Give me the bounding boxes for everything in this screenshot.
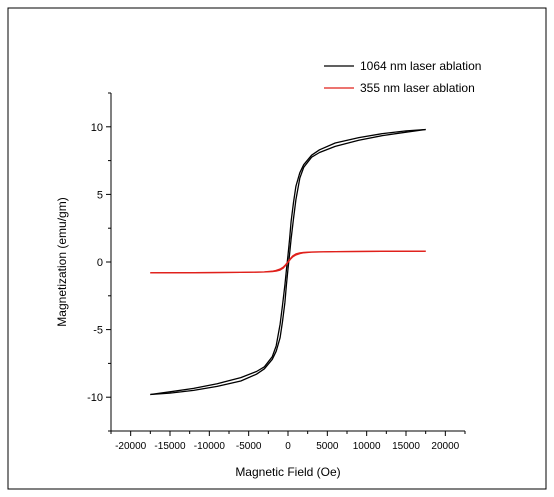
series-1-ascending-line [150,128,426,396]
series-1-descending-line [150,128,426,396]
x-axis-ticks: -20000 -15000 -10000 -5000 0 5000 10000 15000 20… [110,431,466,452]
legend-label-2: 355 nm laser ablation [360,81,475,95]
y-tick-label: 0 [97,257,103,269]
x-tick-label: 5000 [316,441,339,452]
x-axis-label: Magnetic Field (Oe) [235,465,340,479]
x-tick-label: 15000 [392,441,420,452]
x-tick-label: -5000 [236,441,262,452]
x-tick-label: -15000 [154,441,186,452]
y-axis-label: Magnetization (emu/gm) [55,197,69,326]
x-tick-label: 0 [285,441,291,452]
series-layer [150,128,426,396]
x-tick-label: -10000 [194,441,226,452]
x-tick-label: 20000 [431,441,459,452]
y-tick-label: -5 [93,325,103,337]
y-tick-label: 5 [97,189,103,201]
y-tick-label: -10 [87,392,103,404]
y-tick-label: 10 [91,122,103,134]
y-axis-ticks: -10 -5 0 5 10 [87,92,111,432]
legend: 1064 nm laser ablation 355 nm laser ablat… [324,59,481,95]
x-tick-label: 10000 [353,441,381,452]
series-2-ascending-line [150,250,426,274]
figure-frame [7,7,547,490]
x-tick-label: -20000 [115,441,147,452]
legend-label-1: 1064 nm laser ablation [360,59,481,73]
